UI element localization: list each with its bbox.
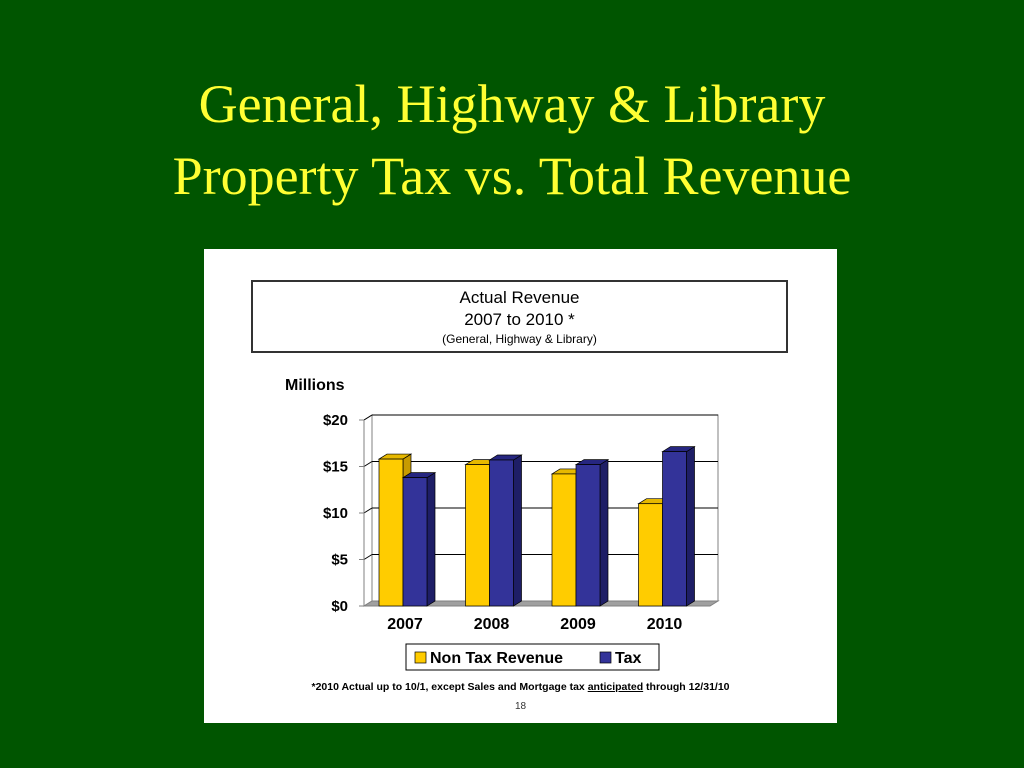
bar-tax-2007 [402, 477, 428, 607]
chart-title-box: Actual Revenue 2007 to 2010 * (General, … [251, 280, 788, 353]
bar-non-tax-revenue-2010 [638, 503, 663, 607]
gridline-side [363, 507, 373, 514]
bar-side [513, 454, 522, 607]
x-tick-label: 2007 [387, 616, 423, 633]
chart-panel: Actual Revenue 2007 to 2010 * (General, … [204, 249, 837, 723]
bar-side [686, 445, 695, 607]
bar-side [599, 459, 609, 607]
y-tick-label: $5 [331, 552, 348, 569]
legend-label: Non Tax Revenue [430, 650, 563, 667]
gridline-side [363, 414, 373, 421]
bar-non-tax-revenue-2009 [551, 473, 577, 607]
bar-non-tax-revenue-2008 [465, 464, 490, 607]
bar-side [426, 472, 436, 607]
y-tick-label: $15 [323, 459, 348, 476]
legend-swatch [414, 651, 427, 664]
slide-title-line-1: General, Highway & Library [198, 74, 826, 134]
legend-label: Tax [615, 650, 641, 667]
y-tick-label: $20 [323, 412, 348, 429]
bar-tax-2010 [662, 451, 687, 607]
slide-title-line-2: Property Tax vs. Total Revenue [172, 146, 852, 206]
page-number: 18 [514, 701, 527, 712]
y-tick-label: $10 [323, 505, 348, 522]
x-tick-label: 2008 [474, 616, 510, 633]
legend-swatch [599, 651, 612, 664]
gridline-side [363, 461, 373, 467]
chart-title: Actual Revenue [459, 288, 580, 307]
bar-non-tax-revenue-2007 [378, 458, 404, 607]
gridline-side [363, 554, 373, 560]
footnote-text-1: *2010 Actual up to 10/1, except Sales an… [311, 681, 588, 693]
footnote: *2010 Actual up to 10/1, except Sales an… [204, 681, 837, 693]
footnote-text-2: through 12/31/10 [643, 681, 730, 693]
y-axis-label: Millions [285, 377, 345, 394]
bar-tax-2008 [489, 459, 514, 607]
bar-tax-2009 [575, 464, 601, 607]
slide-title: General, Highway & Library Property Tax … [0, 68, 1024, 212]
x-tick-label: 2010 [647, 616, 683, 633]
bar-chart: $0 $5 $10 $15 $20 2007 2008 2009 2010 Non Tax Rev… [323, 412, 720, 671]
chart-subtitle: 2007 to 2010 * [464, 310, 575, 329]
x-tick-label: 2009 [560, 616, 596, 633]
y-tick-label: $0 [331, 598, 348, 615]
footnote-underlined: anticipated [587, 681, 644, 693]
legend-box [405, 643, 660, 671]
chart-subtitle-2: (General, Highway & Library) [442, 332, 597, 346]
